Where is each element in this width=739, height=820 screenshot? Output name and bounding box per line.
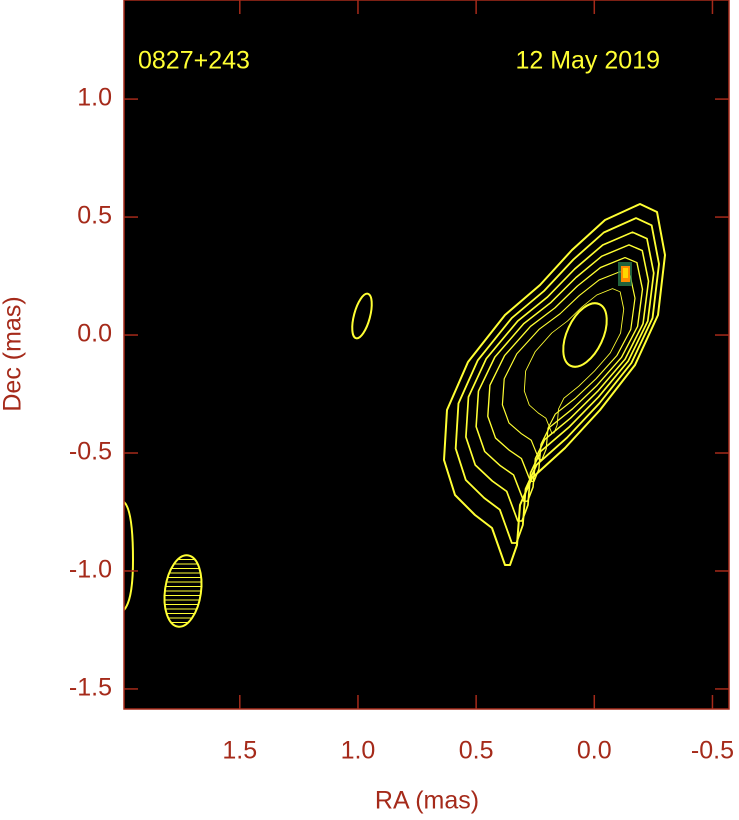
contours (123, 203, 666, 611)
x-tick-label: 0.0 (577, 737, 612, 765)
x-axis-label: RA (mas) (375, 787, 479, 815)
y-tick-label: 1.0 (77, 84, 112, 112)
chart-subtitle: 12 May 2019 (515, 47, 660, 75)
core-spot (618, 262, 632, 286)
x-tick-label: -0.5 (691, 737, 734, 765)
y-axis-label: Dec (mas) (0, 296, 27, 411)
x-tick-label: 1.5 (222, 737, 257, 765)
x-tick-label: 0.5 (459, 737, 494, 765)
x-tick-label: 1.0 (341, 737, 376, 765)
y-tick-label: -0.5 (69, 438, 112, 466)
chart-title: 0827+243 (138, 47, 250, 75)
y-tick-label: 0.0 (77, 320, 112, 348)
y-tick-label: -1.5 (69, 674, 112, 702)
y-tick-label: 0.5 (77, 202, 112, 230)
plot-area (124, 0, 729, 709)
y-tick-label: -1.0 (69, 556, 112, 584)
plot-frame (123, 0, 730, 710)
